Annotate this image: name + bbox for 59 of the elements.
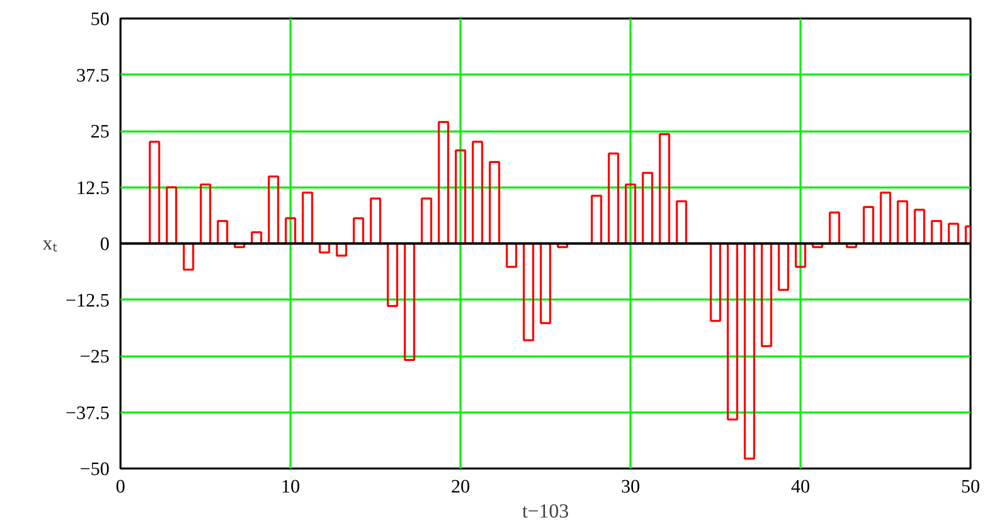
y-tick-label: 37.5	[76, 65, 110, 86]
x-tick-label: 20	[451, 476, 470, 498]
y-tick-label: 50	[90, 9, 110, 30]
bar	[506, 242, 518, 268]
y-tick-label: 0	[100, 234, 110, 255]
bar	[336, 242, 348, 257]
bar	[624, 184, 636, 244]
y-tick-label: −12.5	[66, 290, 110, 312]
bar	[302, 192, 314, 244]
bar	[182, 242, 194, 271]
bar	[454, 149, 466, 244]
bar	[420, 198, 432, 244]
bar	[370, 198, 382, 244]
bar	[676, 200, 688, 244]
x-tick-label: 30	[621, 476, 640, 498]
bar	[250, 231, 262, 244]
bar	[744, 242, 756, 460]
bar	[488, 161, 500, 244]
x-axis-title: t−103	[522, 500, 569, 522]
bar	[590, 194, 602, 244]
x-tick-label: 0	[116, 476, 126, 498]
bar	[948, 222, 960, 244]
bar	[522, 242, 534, 342]
y-tick-label: 25	[90, 122, 110, 142]
bar	[914, 208, 926, 244]
bar	[472, 140, 484, 244]
bar	[608, 152, 620, 244]
bar	[658, 133, 670, 244]
bar	[828, 211, 840, 244]
y-tick-label: −25	[80, 346, 110, 368]
bar	[896, 200, 908, 244]
x-tick-label: 10	[281, 476, 300, 498]
x-tick-label: 50	[961, 476, 980, 498]
bar	[760, 242, 772, 348]
bar	[386, 242, 398, 308]
x-tick-label: 40	[791, 476, 810, 498]
bar	[930, 220, 942, 244]
bar	[200, 184, 212, 244]
bar	[352, 217, 364, 244]
y-tick-label: −50	[80, 459, 110, 480]
bar	[794, 242, 806, 268]
bar	[438, 121, 450, 244]
bar	[540, 242, 552, 324]
bar	[284, 217, 296, 244]
bar	[862, 206, 874, 244]
bar	[318, 242, 330, 254]
bar	[148, 140, 160, 244]
bar	[216, 220, 228, 244]
bar	[710, 242, 722, 322]
y-tick-label: 12.5	[76, 178, 110, 199]
y-tick-label: −37.5	[66, 402, 110, 424]
bar	[880, 192, 892, 244]
bar	[642, 172, 654, 244]
y-axis-title: xₜ	[42, 232, 58, 254]
bar	[778, 242, 790, 291]
bar	[404, 242, 416, 362]
bar	[268, 175, 280, 244]
bar	[166, 186, 178, 244]
bar	[726, 242, 738, 420]
